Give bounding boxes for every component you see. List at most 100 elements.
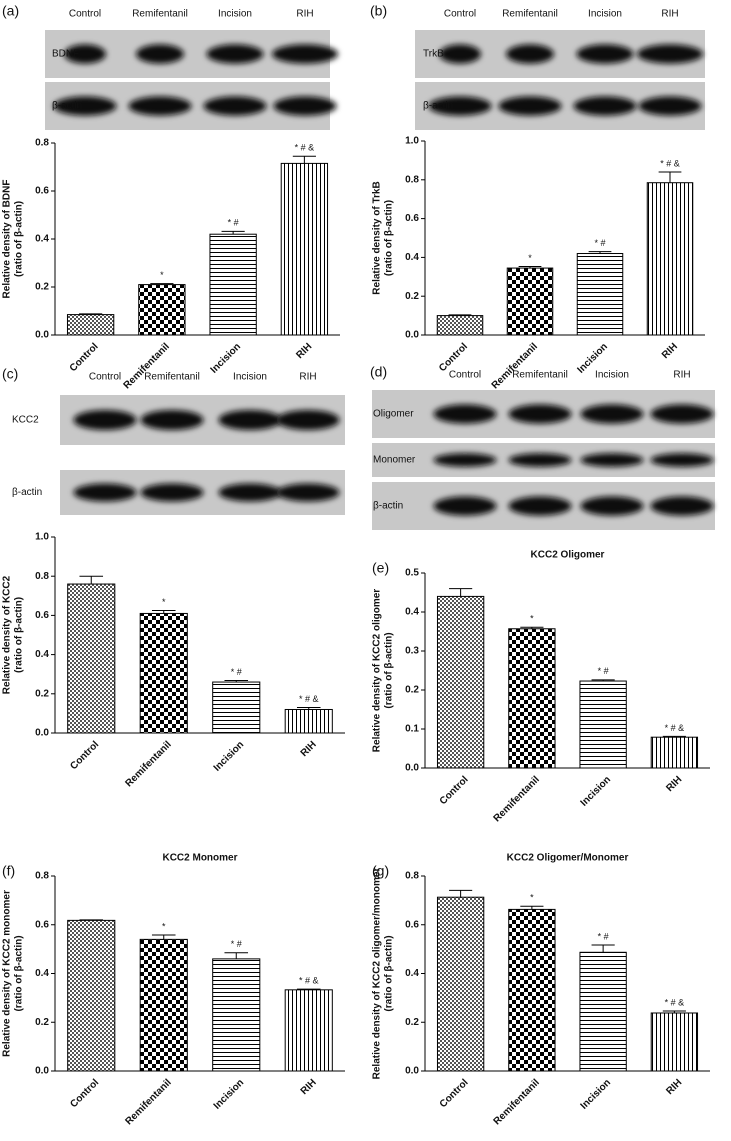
blot-band <box>574 96 637 115</box>
blot-band <box>637 44 703 63</box>
y-axis-label: (ratio of β-actin) <box>14 597 25 673</box>
y-axis-label: (ratio of β-actin) <box>384 935 395 1011</box>
x-tick-label: RIH <box>660 341 680 361</box>
significance-label: * <box>530 614 534 624</box>
blot-band <box>581 453 644 467</box>
row-label: KCC2 <box>12 415 39 426</box>
y-tick-label: 0.2 <box>35 282 49 293</box>
lane-label: Control <box>449 370 481 381</box>
x-tick-label: RIH <box>299 739 319 759</box>
y-tick-label: 0.0 <box>35 1066 49 1077</box>
y-tick-label: 0.0 <box>405 330 419 341</box>
chart-title: KCC2 Monomer <box>162 853 237 864</box>
significance-label: * # <box>228 218 239 228</box>
blot-band <box>204 96 267 115</box>
bar <box>647 183 693 335</box>
x-tick-label: Remifentanil <box>492 774 542 824</box>
significance-label: * # & <box>299 694 319 704</box>
y-tick-label: 0.4 <box>35 234 49 245</box>
y-tick-label: 0.4 <box>405 968 419 979</box>
bar <box>437 316 483 335</box>
row-label: β-actin <box>373 501 403 512</box>
y-tick-label: 0.4 <box>35 968 49 979</box>
y-tick-label: 0.6 <box>405 919 419 930</box>
blot-band <box>581 496 644 515</box>
blot-band <box>506 44 554 63</box>
y-tick-label: 0.0 <box>35 330 49 341</box>
error-bar <box>152 935 176 939</box>
lane-label: Incision <box>595 370 629 381</box>
y-tick-label: 0.0 <box>35 728 49 739</box>
y-tick-label: 0.2 <box>405 291 419 302</box>
error-bar <box>449 589 472 597</box>
bar <box>577 254 623 335</box>
significance-label: * # <box>598 666 609 676</box>
x-tick-label: Incision <box>209 341 244 376</box>
blot-band <box>219 410 282 430</box>
x-tick-label: RIH <box>299 1077 319 1097</box>
significance-label: * # & <box>665 723 685 733</box>
bar <box>210 234 256 335</box>
bar <box>509 629 555 768</box>
x-tick-label: RIH <box>294 341 314 361</box>
x-tick-label: Remifentanil <box>492 1077 542 1127</box>
y-tick-label: 0.6 <box>35 186 49 197</box>
y-tick-label: 1.0 <box>35 532 49 543</box>
x-tick-label: Control <box>68 341 101 374</box>
blot-band <box>141 410 204 430</box>
panel-label: (d) <box>370 364 387 380</box>
lane-label: RIH <box>673 370 690 381</box>
error-bar <box>224 953 248 959</box>
blot-band <box>141 484 204 502</box>
bar <box>509 909 555 1071</box>
blot-band <box>129 96 192 115</box>
y-axis-label: Relative density of KCC2 oligomer/monome… <box>372 868 383 1080</box>
significance-label: * # <box>594 238 605 248</box>
y-tick-label: 0.3 <box>405 646 419 657</box>
y-tick-label: 0.8 <box>405 174 419 185</box>
bar <box>139 285 185 335</box>
y-axis-label: Relative density of KCC2 <box>2 575 13 694</box>
y-tick-label: 0.0 <box>405 763 419 774</box>
blot-band <box>274 96 337 115</box>
blot-band <box>639 96 702 115</box>
y-tick-label: 0.8 <box>35 138 49 149</box>
significance-label: * # & <box>295 143 315 153</box>
bar <box>580 681 626 768</box>
blot-band <box>74 484 137 502</box>
y-tick-label: 0.2 <box>35 688 49 699</box>
bar <box>437 596 483 768</box>
lane-label: Remifentanil <box>144 372 200 383</box>
bar <box>140 939 187 1071</box>
blot-band <box>651 453 714 467</box>
blot-band <box>509 453 572 467</box>
error-bar <box>659 172 682 183</box>
blot-band <box>651 496 714 515</box>
y-tick-label: 0.2 <box>405 1017 419 1028</box>
bar <box>140 613 187 733</box>
x-tick-label: Remifentanil <box>124 1077 174 1127</box>
y-tick-label: 0.2 <box>35 1017 49 1028</box>
lane-label: Control <box>444 9 476 20</box>
x-tick-label: Control <box>438 774 471 807</box>
bar <box>213 959 260 1071</box>
row-label: β-actin <box>52 101 82 112</box>
significance-label: * # <box>598 931 609 941</box>
panel-label: (f) <box>2 863 15 879</box>
y-tick-label: 0.8 <box>405 871 419 882</box>
bar <box>67 315 113 335</box>
blot-band <box>509 496 572 515</box>
blot-band <box>509 404 572 423</box>
y-axis-label: Relative density of KCC2 monomer <box>2 890 13 1057</box>
blot-band <box>207 44 264 63</box>
blot-band <box>577 44 634 63</box>
y-axis-label: Relative density of BDNF <box>2 180 13 299</box>
blot-band <box>581 404 644 423</box>
significance-label: * <box>160 270 164 280</box>
significance-label: * # <box>231 939 242 949</box>
significance-label: * # <box>231 667 242 677</box>
bar <box>651 737 697 768</box>
y-axis-label: Relative density of TrkB <box>372 181 383 294</box>
